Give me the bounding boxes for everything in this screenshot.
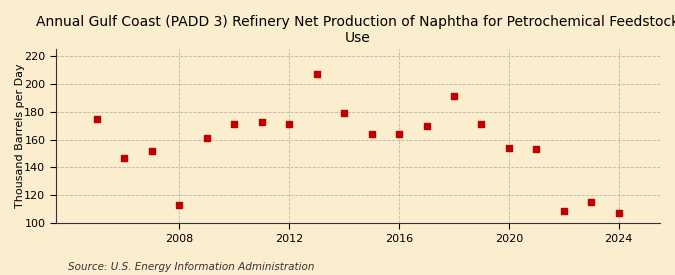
Point bbox=[284, 122, 295, 127]
Point bbox=[421, 123, 432, 128]
Point bbox=[256, 119, 267, 124]
Point bbox=[339, 111, 350, 115]
Point bbox=[119, 155, 130, 160]
Point bbox=[174, 203, 185, 207]
Point bbox=[146, 148, 157, 153]
Title: Annual Gulf Coast (PADD 3) Refinery Net Production of Naphtha for Petrochemical : Annual Gulf Coast (PADD 3) Refinery Net … bbox=[36, 15, 675, 45]
Point bbox=[229, 122, 240, 127]
Point bbox=[614, 211, 624, 216]
Y-axis label: Thousand Barrels per Day: Thousand Barrels per Day bbox=[15, 64, 25, 208]
Point bbox=[449, 94, 460, 99]
Point bbox=[558, 208, 569, 213]
Point bbox=[504, 146, 514, 150]
Point bbox=[92, 117, 103, 121]
Point bbox=[394, 132, 404, 136]
Point bbox=[531, 147, 542, 152]
Point bbox=[311, 72, 322, 76]
Point bbox=[586, 200, 597, 204]
Point bbox=[201, 136, 212, 141]
Point bbox=[476, 122, 487, 127]
Text: Source: U.S. Energy Information Administration: Source: U.S. Energy Information Administ… bbox=[68, 262, 314, 272]
Point bbox=[367, 132, 377, 136]
